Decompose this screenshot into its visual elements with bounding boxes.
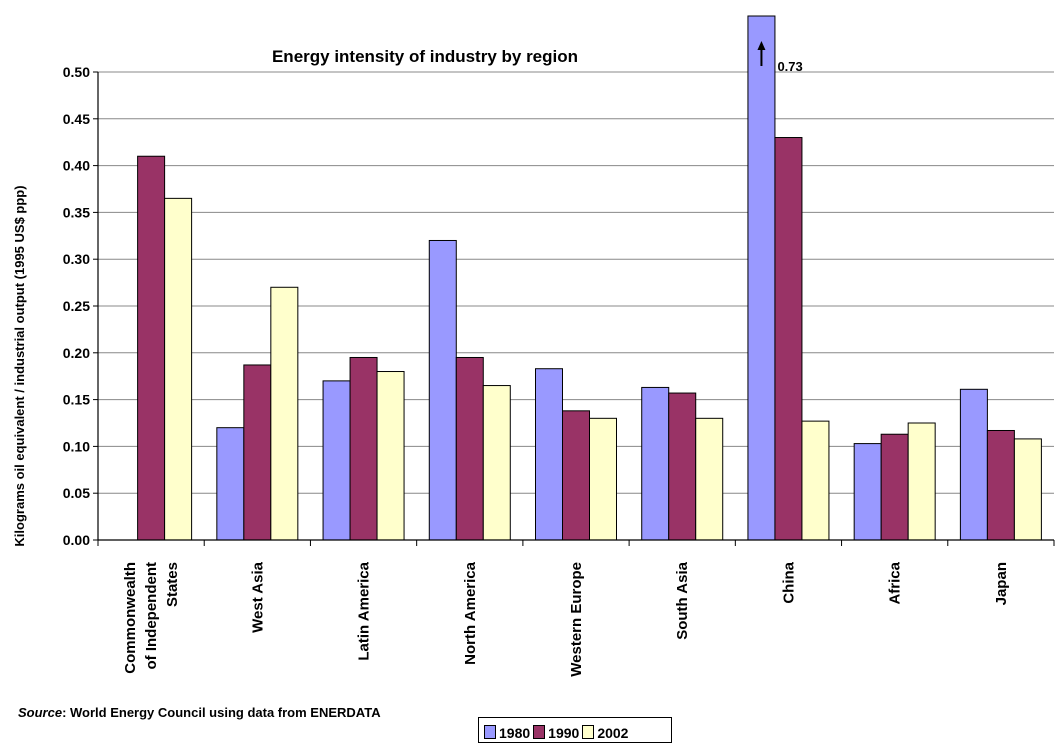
legend-swatch-1990 — [533, 725, 546, 739]
bar-south-asia-1990 — [668, 392, 697, 541]
x-tick-label-commonwealth-of-independent-states: Commonwealth — [122, 562, 139, 674]
source-note: Source: World Energy Council using data … — [18, 704, 438, 721]
y-tick-label: 0.15 — [63, 392, 90, 408]
y-tick-label: 0.45 — [63, 111, 90, 127]
bar-china-1980 — [747, 15, 776, 541]
y-tick-label: 0.10 — [63, 438, 90, 454]
x-tick-label-japan: Japan — [993, 562, 1010, 605]
bar-western-europe-1980 — [535, 368, 563, 541]
bar-western-europe-2002 — [589, 417, 617, 541]
legend-item-1990: 1990 — [533, 725, 579, 741]
source-label: Source — [18, 705, 63, 720]
x-tick-label-south-asia: South Asia — [674, 561, 691, 639]
y-tick-label: 0.05 — [63, 485, 90, 501]
y-tick-label: 0.00 — [63, 532, 90, 548]
x-tick-label-commonwealth-of-independent-states: of Independent — [143, 562, 160, 670]
x-tick-label-latin-america: Latin America — [356, 561, 373, 660]
overflow-arrow-icon — [757, 41, 766, 50]
y-axis-label: Kilograms oil equivalent / industrial ou… — [12, 185, 27, 546]
bar-japan-1980 — [959, 388, 988, 541]
bar-latin-america-1990 — [349, 356, 378, 541]
legend-label-1990: 1990 — [548, 725, 580, 741]
bar-africa-1980 — [853, 443, 882, 541]
x-tick-label-china: China — [780, 561, 797, 603]
y-tick-label: 0.25 — [63, 298, 90, 314]
legend-label-2002: 2002 — [597, 725, 629, 741]
bar-south-asia-1980 — [641, 386, 670, 541]
legend-label-1980: 1980 — [499, 725, 531, 741]
bar-china-2002 — [801, 420, 830, 541]
x-tick-label-west-asia: West Asia — [249, 561, 266, 633]
bar-japan-2002 — [1013, 438, 1042, 541]
y-tick-label: 0.50 — [63, 64, 90, 80]
bar-japan-1990 — [986, 429, 1015, 541]
x-tick-label-africa: Africa — [887, 561, 904, 604]
y-tick-label: 0.35 — [63, 204, 90, 220]
x-tick-label-western-europe: Western Europe — [568, 562, 585, 677]
x-tick-label-commonwealth-of-independent-states: States — [164, 562, 181, 607]
legend-swatch-2002 — [582, 725, 595, 739]
legend-item-2002: 2002 — [582, 725, 628, 741]
bar-commonwealth-of-independent-states-2002 — [164, 197, 193, 541]
bar-latin-america-1980 — [322, 380, 351, 541]
source-text: : World Energy Council using data from E… — [62, 705, 381, 720]
legend-item-1980: 1980 — [484, 725, 530, 741]
chart-title: Energy intensity of industry by region — [272, 47, 578, 66]
bar-west-asia-2002 — [270, 286, 299, 541]
y-tick-label: 0.30 — [63, 251, 90, 267]
bar-north-america-2002 — [482, 385, 511, 541]
x-tick-label-north-america: North America — [462, 561, 479, 664]
bar-west-asia-1990 — [243, 364, 272, 541]
y-tick-label: 0.20 — [63, 345, 90, 361]
bar-south-asia-2002 — [695, 417, 724, 541]
bar-latin-america-2002 — [376, 371, 405, 541]
bar-africa-2002 — [907, 422, 936, 541]
overflow-value-label: 0.73 — [777, 59, 802, 74]
bar-africa-1990 — [880, 433, 909, 541]
y-tick-label: 0.40 — [63, 158, 90, 174]
legend: 1980 1990 2002 — [478, 717, 672, 743]
bar-china-1990 — [774, 137, 803, 541]
legend-swatch-1980 — [484, 725, 496, 739]
bar-north-america-1990 — [455, 356, 484, 541]
bar-commonwealth-of-independent-states-1990 — [137, 155, 166, 541]
bar-north-america-1980 — [428, 239, 457, 541]
bar-western-europe-1990 — [562, 410, 590, 541]
bar-west-asia-1980 — [216, 427, 245, 541]
